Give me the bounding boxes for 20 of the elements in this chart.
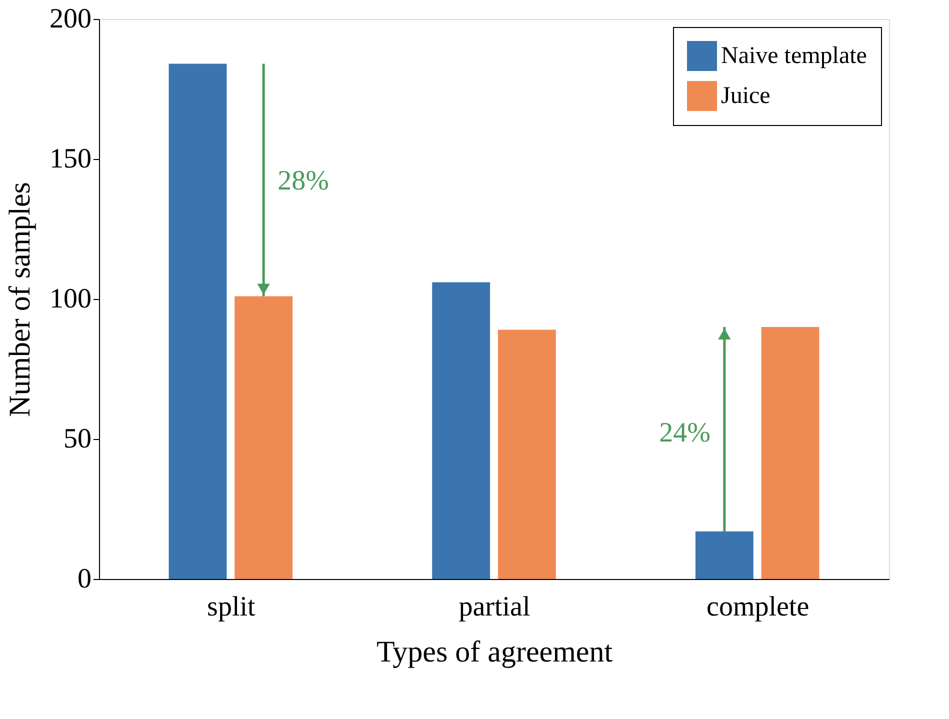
x-axis-title: Types of agreement <box>376 636 614 668</box>
legend-label: Juice <box>721 83 770 109</box>
bar <box>761 327 820 579</box>
y-tick-label: 0 <box>78 564 92 594</box>
x-tick-label: split <box>207 592 256 622</box>
annotation: 24% <box>659 417 710 448</box>
bar <box>498 330 556 579</box>
y-axis-title: Number of samples <box>4 182 36 417</box>
y-tick-label: 100 <box>50 284 92 314</box>
bar <box>168 64 227 579</box>
bar <box>432 282 490 579</box>
x-tick-label: complete <box>706 592 810 622</box>
bar <box>695 531 754 579</box>
bar <box>234 296 293 579</box>
y-tick-label: 50 <box>64 424 92 454</box>
y-tick-label: 150 <box>50 144 92 174</box>
x-tick-label: partial <box>458 592 530 622</box>
annotation: 28% <box>278 165 329 196</box>
legend-label: Naive template <box>721 43 867 69</box>
y-tick-label: 200 <box>50 4 92 34</box>
